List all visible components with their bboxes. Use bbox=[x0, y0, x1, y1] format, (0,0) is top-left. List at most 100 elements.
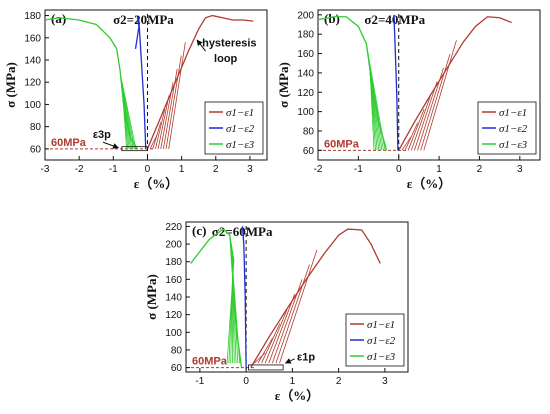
hysteresis-loop-line bbox=[407, 108, 425, 151]
x-tick-label: -3 bbox=[41, 164, 50, 175]
series-line-2 bbox=[241, 226, 247, 368]
x-tick-label: 3 bbox=[382, 376, 388, 387]
x-tick-label: 0 bbox=[396, 164, 402, 175]
hysteresis-loop-line bbox=[149, 135, 158, 150]
hysteresis-loop-line bbox=[157, 95, 170, 149]
y-tick-label: 140 bbox=[165, 293, 182, 304]
y-tick-label: 160 bbox=[297, 49, 314, 60]
legend-entry: σ1−ε3 bbox=[499, 139, 528, 151]
x-axis-label: ε（%） bbox=[275, 388, 320, 403]
legend-entry: σ1−ε2 bbox=[367, 335, 396, 347]
y-axis-label: σ (MPa) bbox=[276, 62, 291, 108]
hysteresis-loop-line bbox=[261, 323, 281, 364]
x-tick-label: 0 bbox=[145, 164, 151, 175]
y-tick-label: 80 bbox=[171, 345, 183, 356]
x-tick-label: -2 bbox=[75, 164, 84, 175]
hysteresis-loop-line bbox=[165, 55, 182, 149]
x-tick-label: 3 bbox=[247, 164, 253, 175]
panel-title: σ2=40MPa bbox=[364, 12, 425, 27]
y-tick-label: 180 bbox=[24, 11, 41, 22]
y-tick-label: 100 bbox=[165, 328, 182, 339]
hysteresis-loop-line bbox=[401, 136, 412, 151]
hysteresis-label: hysteresis bbox=[202, 38, 256, 50]
y-tick-label: 140 bbox=[297, 68, 314, 79]
hysteresis-loop-line bbox=[264, 308, 288, 364]
hysteresis-loop-line bbox=[257, 337, 273, 364]
x-tick-label: 1 bbox=[290, 376, 296, 387]
hysteresis-arrow bbox=[196, 39, 206, 52]
legend-entry: σ1−ε2 bbox=[499, 123, 528, 135]
plot-frame bbox=[44, 9, 268, 161]
legend-entry: σ1−ε1 bbox=[499, 107, 527, 119]
chart-panel-1: -3 -2 -1 0 1 2 3 60 80 100 120 140 160 180 ε（%） σ (MPa)… bbox=[3, 9, 268, 191]
x-tick-label: 0 bbox=[243, 376, 249, 387]
reference-level-label: 60MPa bbox=[51, 137, 87, 149]
hysteresis-loop-line-lateral bbox=[120, 82, 134, 149]
strain-arrow bbox=[102, 141, 119, 149]
y-axis-label: σ (MPa) bbox=[144, 274, 159, 320]
hysteresis-loop-line bbox=[420, 53, 451, 151]
reference-level-label: 60MPa bbox=[324, 138, 360, 150]
series-line-3 bbox=[190, 228, 243, 368]
y-tick-label: 160 bbox=[165, 275, 182, 286]
hysteresis-loop-line bbox=[404, 122, 419, 151]
x-tick-label: -1 bbox=[354, 164, 363, 175]
x-tick-label: -2 bbox=[314, 164, 323, 175]
x-tick-label: 3 bbox=[517, 164, 523, 175]
series-line-3 bbox=[44, 17, 138, 150]
chart-panel-2: -2 -1 0 1 2 3 60 80 100 120 140 160 180 200 ε（%） σ (MPa… bbox=[276, 9, 541, 191]
strain-label: ε1p bbox=[297, 352, 315, 364]
y-tick-label: 120 bbox=[24, 78, 41, 89]
hysteresis-loop-line-lateral bbox=[369, 69, 375, 151]
panel-label: (a) bbox=[51, 11, 66, 26]
y-tick-label: 160 bbox=[24, 33, 41, 44]
x-tick-label: 2 bbox=[336, 376, 342, 387]
y-tick-label: 200 bbox=[165, 240, 182, 251]
y-tick-label: 180 bbox=[165, 257, 182, 268]
y-tick-label: 120 bbox=[165, 310, 182, 321]
hysteresis-loop-line bbox=[414, 81, 438, 151]
plot-frame bbox=[317, 9, 541, 161]
series-line-2 bbox=[393, 14, 399, 151]
hysteresis-loop-line-lateral bbox=[122, 100, 127, 149]
hysteresis-loop-line bbox=[268, 293, 296, 364]
x-axis-label: ε（%） bbox=[134, 176, 179, 191]
legend-entry: σ1−ε1 bbox=[367, 319, 395, 331]
hysteresis-loop-line bbox=[423, 40, 457, 151]
x-tick-label: 1 bbox=[179, 164, 185, 175]
y-tick-label: 60 bbox=[30, 144, 42, 155]
panel-label: (b) bbox=[324, 11, 340, 26]
y-tick-label: 120 bbox=[297, 88, 314, 99]
hysteresis-loop-line bbox=[168, 42, 186, 149]
series-line-2 bbox=[134, 15, 147, 149]
y-tick-label: 100 bbox=[297, 107, 314, 118]
strain-arrow bbox=[284, 358, 295, 364]
y-tick-label: 220 bbox=[165, 222, 182, 233]
legend-entry: σ1−ε3 bbox=[226, 139, 255, 151]
y-tick-label: 60 bbox=[303, 146, 315, 157]
legend-entry: σ1−ε1 bbox=[226, 107, 254, 119]
plastic-strain-box bbox=[121, 146, 148, 152]
panel-label: (c) bbox=[192, 223, 206, 238]
x-tick-label: -1 bbox=[195, 376, 204, 387]
y-tick-label: 100 bbox=[24, 100, 41, 111]
loop-label: loop bbox=[214, 53, 237, 65]
strain-label: ε3p bbox=[93, 129, 111, 141]
x-tick-label: 1 bbox=[436, 164, 442, 175]
x-axis-label: ε（%） bbox=[407, 176, 452, 191]
series-line-1 bbox=[146, 14, 254, 150]
y-tick-label: 140 bbox=[24, 56, 41, 67]
reference-level-label: 60MPa bbox=[192, 356, 228, 368]
x-tick-label: 2 bbox=[213, 164, 219, 175]
series-line-1 bbox=[250, 228, 381, 368]
series-line-3 bbox=[317, 16, 388, 151]
hysteresis-loop-line bbox=[279, 249, 318, 364]
y-tick-label: 180 bbox=[297, 30, 314, 41]
hysteresis-loop-line bbox=[275, 264, 310, 364]
x-tick-label: -1 bbox=[109, 164, 118, 175]
x-tick-label: 2 bbox=[477, 164, 483, 175]
hysteresis-loop-line bbox=[152, 122, 162, 150]
hysteresis-loop-line bbox=[410, 95, 431, 151]
plastic-strain-box bbox=[248, 364, 284, 371]
